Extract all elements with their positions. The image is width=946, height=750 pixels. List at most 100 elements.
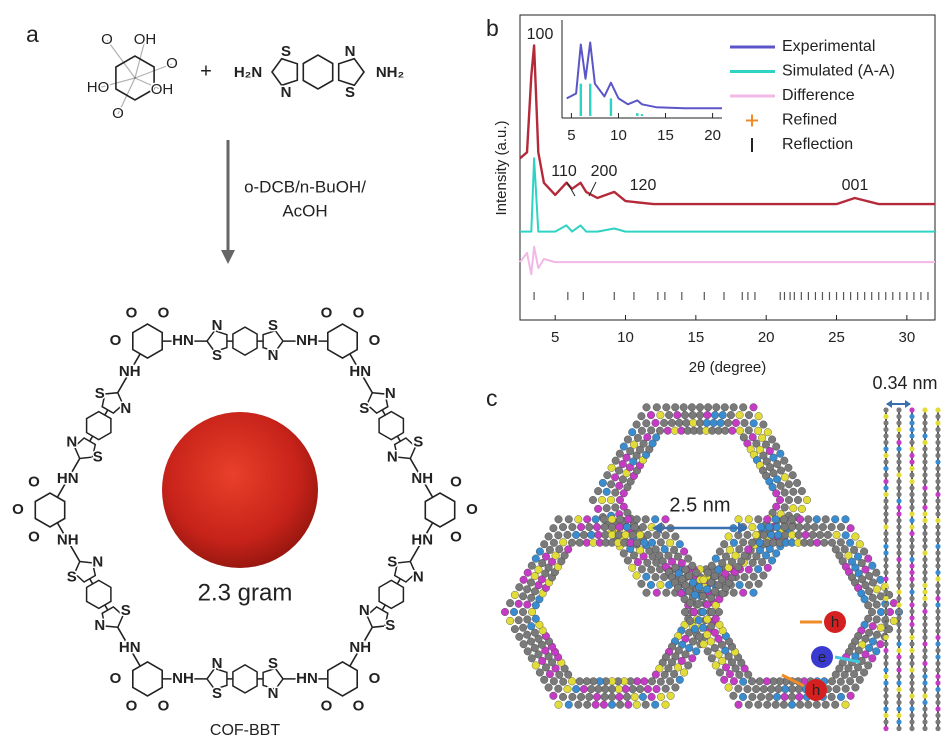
atom	[735, 545, 744, 554]
atom	[909, 550, 915, 556]
atom	[707, 578, 716, 587]
atom	[794, 685, 803, 694]
stick	[640, 114, 644, 116]
atom	[559, 523, 568, 532]
atom	[611, 503, 620, 512]
atom	[909, 706, 915, 712]
atom	[883, 621, 889, 628]
atom-label: N	[92, 554, 103, 571]
atom	[661, 515, 670, 524]
atom	[788, 523, 797, 532]
atom	[909, 413, 915, 420]
atom	[860, 668, 869, 677]
legend-label: Refined	[782, 112, 837, 129]
atom	[633, 433, 642, 442]
atom	[935, 621, 941, 628]
atom	[636, 530, 645, 539]
atom	[909, 426, 915, 433]
atom	[813, 538, 822, 547]
atom	[909, 511, 915, 517]
atom	[781, 685, 790, 694]
atom	[660, 573, 669, 582]
atom	[563, 685, 572, 694]
atom	[831, 670, 840, 679]
x-tick-label: 5	[551, 329, 559, 346]
atom	[883, 595, 889, 602]
atom	[872, 630, 881, 639]
legend-label: Simulated (A-A)	[782, 63, 895, 80]
atom	[883, 530, 889, 537]
atom	[896, 595, 902, 602]
atom	[896, 478, 902, 485]
atom-label: NH	[296, 332, 318, 349]
atom	[909, 478, 915, 485]
atom	[922, 433, 928, 439]
atom	[909, 517, 915, 524]
atom	[660, 418, 669, 427]
atom	[935, 647, 941, 654]
arrow-head	[738, 522, 748, 534]
atom	[883, 582, 889, 589]
atom	[837, 692, 846, 701]
spacing-label: 0.34 nm	[872, 373, 937, 393]
atom	[651, 515, 660, 524]
atom-label: N	[387, 448, 398, 465]
atom	[935, 413, 941, 420]
atom	[623, 523, 632, 532]
atom	[607, 463, 616, 472]
atom	[735, 411, 744, 420]
atom	[789, 487, 798, 496]
atom	[642, 419, 651, 428]
atom	[776, 481, 785, 490]
atom	[844, 551, 853, 560]
atom	[681, 608, 690, 617]
atom	[724, 532, 733, 541]
plus-sign: +	[200, 60, 212, 82]
atom	[616, 700, 625, 709]
bond	[134, 39, 146, 79]
atom	[763, 428, 772, 437]
atom	[748, 433, 757, 442]
atom-label: S	[413, 433, 423, 450]
atom	[542, 663, 551, 672]
atom	[810, 523, 819, 532]
atom	[600, 523, 609, 532]
atom	[641, 515, 650, 524]
atom	[534, 565, 543, 574]
thiazole-ring	[271, 57, 299, 87]
atom	[501, 608, 510, 617]
atom	[663, 426, 672, 435]
atom	[922, 693, 928, 699]
atom	[720, 403, 729, 412]
atom	[640, 677, 649, 686]
atom	[868, 561, 877, 570]
atom	[549, 538, 558, 547]
atom	[896, 712, 902, 719]
atom	[594, 685, 603, 694]
atom	[935, 563, 941, 569]
atom	[896, 446, 902, 452]
atom	[531, 601, 540, 610]
atom	[748, 677, 757, 686]
atom	[841, 531, 850, 540]
atom	[630, 551, 639, 560]
atom	[773, 523, 782, 532]
atom	[883, 511, 889, 517]
atom	[712, 403, 721, 412]
atom	[784, 463, 793, 472]
atom	[749, 419, 758, 428]
atom	[696, 403, 705, 412]
atom	[587, 685, 596, 694]
atom	[636, 445, 645, 454]
atom	[564, 700, 573, 709]
atom-label: NH	[411, 470, 433, 487]
atom	[922, 472, 928, 478]
atom	[722, 552, 731, 561]
atom	[694, 616, 703, 625]
atom	[680, 547, 689, 556]
atom	[692, 647, 701, 656]
atom	[686, 599, 695, 608]
atom	[638, 523, 647, 532]
atom	[729, 588, 738, 597]
atom	[935, 602, 941, 608]
